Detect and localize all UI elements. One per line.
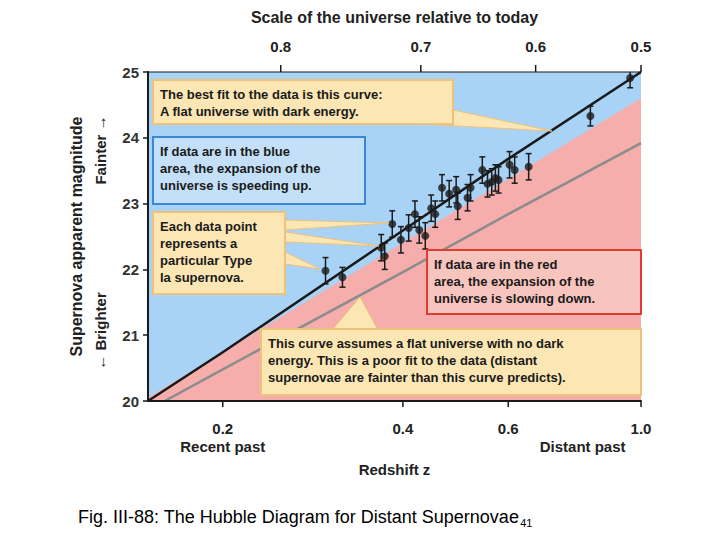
svg-text:Fig. III-88: The Hubble Diagra: Fig. III-88: The Hubble Diagram for Dist… (78, 507, 519, 527)
svg-text:0.7: 0.7 (410, 38, 431, 55)
svg-text:23: 23 (122, 195, 139, 212)
svg-text:universe is slowing down.: universe is slowing down. (434, 291, 595, 306)
svg-text:25: 25 (122, 64, 139, 81)
svg-text:energy. This is a poor fit to: energy. This is a poor fit to the data (… (268, 353, 538, 368)
svg-text:Supernova apparent magnitude: Supernova apparent magnitude (68, 116, 85, 356)
svg-text:0.4: 0.4 (392, 420, 414, 437)
svg-text:The best fit to the data is th: The best fit to the data is this curve: (160, 87, 382, 102)
svg-text:0.8: 0.8 (270, 38, 291, 55)
svg-text:22: 22 (122, 261, 139, 278)
svg-text:This curve assumes a flat univ: This curve assumes a flat universe with … (268, 336, 564, 351)
svg-text:supernovae are fainter than th: supernovae are fainter than this curve p… (268, 370, 566, 385)
svg-text:If data are in the red: If data are in the red (434, 257, 558, 272)
svg-text:particular Type: particular Type (160, 253, 252, 268)
svg-text:Scale of the universe relative: Scale of the universe relative to today (251, 9, 538, 26)
svg-text:41: 41 (520, 517, 532, 529)
svg-text:Ia supernova.: Ia supernova. (160, 270, 244, 285)
svg-text:0.5: 0.5 (631, 38, 652, 55)
svg-text:0.2: 0.2 (212, 420, 233, 437)
svg-text:area, the expansion of the: area, the expansion of the (160, 161, 320, 176)
svg-text:Distant past: Distant past (540, 438, 626, 455)
svg-text:If data are in the blue: If data are in the blue (160, 144, 290, 159)
svg-text:← Brighter: ← Brighter (92, 292, 109, 370)
svg-text:Each data point: Each data point (160, 219, 257, 234)
svg-text:A flat universe with dark ener: A flat universe with dark energy. (160, 104, 359, 119)
svg-text:represents a: represents a (160, 236, 238, 251)
svg-text:20: 20 (122, 393, 139, 410)
svg-text:24: 24 (122, 129, 139, 146)
svg-text:universe is speeding up.: universe is speeding up. (160, 178, 312, 193)
svg-text:area, the expansion of the: area, the expansion of the (434, 274, 594, 289)
svg-text:1.0: 1.0 (631, 420, 652, 437)
svg-text:0.6: 0.6 (498, 420, 519, 437)
svg-text:Redshift z: Redshift z (359, 461, 431, 478)
svg-text:21: 21 (122, 327, 139, 344)
svg-text:0.6: 0.6 (525, 38, 546, 55)
svg-text:Recent past: Recent past (180, 438, 265, 455)
svg-text:Fainter →: Fainter → (92, 115, 109, 184)
